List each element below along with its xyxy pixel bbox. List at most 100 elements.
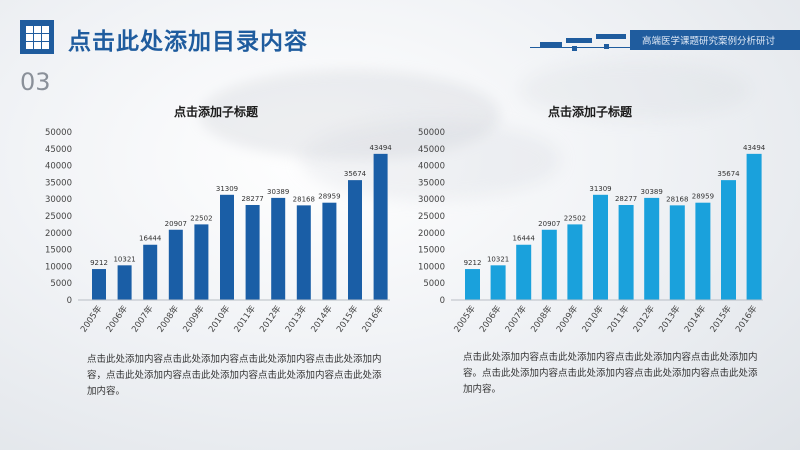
x-tick-label: 2008年 [155, 303, 182, 334]
y-tick-label: 35000 [418, 178, 445, 188]
data-label: 31309 [589, 185, 611, 193]
data-label: 28277 [615, 195, 637, 203]
x-axis: 2005年 2006年 2007年 2008年 2009年 2010年 2011年 2012年… [78, 299, 390, 334]
bar [567, 224, 583, 300]
x-tick-label: 2011年 [605, 303, 632, 334]
x-tick-label: 2005年 [78, 303, 105, 334]
right-bar-chart: 点击添加子标题 0 5000 10000 15000 20000 25000 30000 35… [415, 100, 775, 345]
data-label: 28959 [692, 193, 714, 201]
chart-title: 点击添加子标题 [174, 104, 259, 119]
data-label: 10321 [487, 255, 509, 263]
bar [245, 204, 260, 300]
y-tick-label: 0 [67, 296, 72, 306]
chart-title: 点击添加子标题 [548, 104, 633, 119]
bar [271, 197, 286, 300]
y-tick-label: 45000 [45, 145, 72, 155]
y-tick-label: 15000 [45, 246, 72, 256]
x-tick-label: 2013年 [656, 303, 683, 334]
y-tick-label: 10000 [418, 262, 445, 272]
y-tick-label: 20000 [418, 229, 445, 239]
header-square [572, 46, 577, 51]
y-tick-label: 30000 [418, 195, 445, 205]
header-stripe [566, 38, 592, 43]
data-label: 9212 [464, 259, 482, 267]
header-band-text: 高端医学课题研究案例分析研讨 [642, 36, 776, 47]
data-label: 22502 [564, 214, 586, 222]
x-tick-label: 2010年 [580, 303, 607, 334]
data-label: 30389 [267, 188, 289, 196]
header-stripe [596, 34, 626, 39]
page-title: 点击此处添加目录内容 [68, 29, 308, 55]
x-tick-label: 2013年 [283, 303, 310, 334]
bar [593, 194, 608, 300]
x-tick-label: 2014年 [682, 303, 709, 334]
left-caption: 点击此处添加内容点击此处添加内容点击此处添加内容点击此处添加内容，点击此处添加内… [87, 354, 382, 397]
bar [168, 229, 183, 300]
bar [348, 180, 362, 300]
y-tick-label: 5000 [423, 279, 445, 289]
x-tick-label: 2012年 [631, 303, 658, 334]
y-tick-label: 25000 [45, 212, 72, 222]
x-tick-label: 2005年 [452, 303, 479, 334]
x-tick-label: 2007年 [503, 303, 530, 334]
bar [669, 205, 685, 300]
bar [143, 244, 158, 300]
data-label: 43494 [743, 144, 766, 152]
page-number: 03 [20, 68, 51, 96]
bar [490, 265, 506, 300]
bar [746, 153, 762, 300]
x-tick-label: 2006年 [477, 303, 504, 334]
x-tick-label: 2006年 [104, 303, 131, 334]
x-tick-label: 2009年 [554, 303, 581, 334]
data-label: 31309 [216, 185, 238, 193]
x-tick-label: 2008年 [528, 303, 555, 334]
bar [721, 180, 736, 300]
bar [618, 204, 634, 300]
bar [92, 269, 106, 300]
bar [516, 244, 532, 300]
x-axis: 2005年 2006年 2007年 2008年 2009年 2010年 2011年 2012年… [451, 299, 763, 334]
x-tick-label: 2010年 [206, 303, 233, 334]
x-tick-label: 2009年 [181, 303, 208, 334]
x-tick-label: 2015年 [334, 303, 361, 334]
bar [117, 265, 132, 300]
x-tick-label: 2014年 [309, 303, 336, 334]
y-tick-label: 45000 [418, 145, 445, 155]
data-label: 35674 [717, 170, 740, 178]
bar [220, 194, 234, 300]
x-tick-label: 2007年 [129, 303, 156, 334]
x-tick-label: 2016年 [733, 303, 760, 334]
data-label: 30389 [641, 188, 663, 196]
y-tick-label: 40000 [418, 162, 445, 172]
bar [695, 202, 711, 300]
data-label: 28277 [241, 195, 263, 203]
data-label: 43494 [369, 144, 392, 152]
bar-group: 9212 103211644420907225023130928277303892… [90, 144, 392, 300]
grid-icon [20, 20, 54, 54]
bar [373, 153, 388, 300]
y-axis: 0 5000 10000 15000 20000 25000 30000 35000 40000… [45, 128, 72, 306]
data-label: 10321 [113, 255, 135, 263]
y-tick-label: 30000 [45, 195, 72, 205]
data-label: 20907 [165, 220, 187, 228]
right-caption: 点击此处添加内容点击此处添加内容点击此处添加内容点击此处添加内容。点击此处添加内… [463, 352, 758, 395]
y-tick-label: 25000 [418, 212, 445, 222]
x-tick-label: 2016年 [360, 303, 387, 334]
bar [296, 205, 311, 300]
header-stripe [540, 42, 562, 47]
bar [465, 269, 480, 300]
data-label: 16444 [513, 235, 536, 243]
data-label: 20907 [538, 220, 560, 228]
bar [322, 202, 337, 300]
data-label: 16444 [139, 235, 162, 243]
y-tick-label: 10000 [45, 262, 72, 272]
data-label: 9212 [90, 259, 108, 267]
bar [194, 224, 209, 300]
header-band [630, 30, 800, 50]
data-label: 28959 [318, 193, 340, 201]
y-tick-label: 40000 [45, 162, 72, 172]
x-tick-label: 2015年 [708, 303, 735, 334]
y-tick-label: 50000 [418, 128, 445, 138]
x-tick-label: 2011年 [232, 303, 259, 334]
